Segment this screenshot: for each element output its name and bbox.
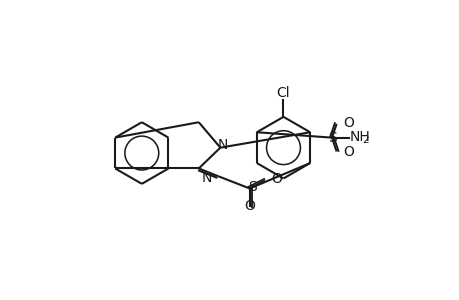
Text: O: O [342,116,353,130]
Text: O: O [244,199,254,213]
Text: 2: 2 [361,135,368,145]
Text: Cl: Cl [276,86,290,100]
Text: N: N [201,172,212,185]
Text: S: S [248,180,257,194]
Text: NH: NH [349,130,369,144]
Text: O: O [342,145,353,159]
Text: O: O [271,172,281,186]
Text: N: N [217,138,227,152]
Text: S: S [328,130,336,145]
